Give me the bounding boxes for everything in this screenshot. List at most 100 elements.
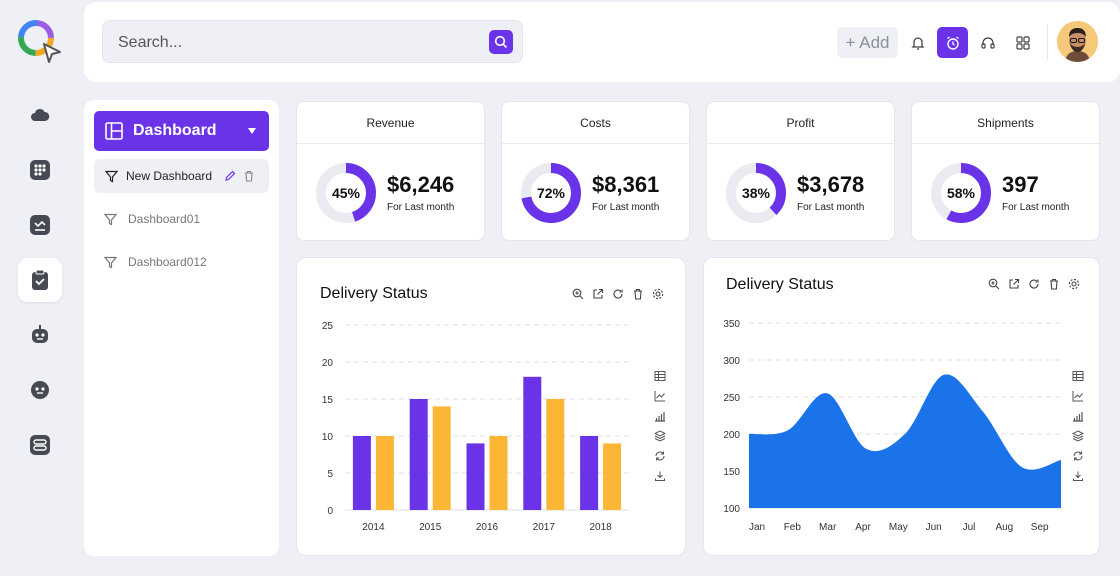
notifications-button[interactable]	[902, 27, 933, 58]
bar	[375, 436, 394, 510]
caret-down-icon	[248, 128, 256, 134]
kpi-card-profit: Profit 38% $3,678 For Last month	[706, 101, 895, 241]
stack-icon[interactable]	[654, 430, 666, 442]
robot-icon	[32, 325, 48, 343]
sidebar-item-dashboard01[interactable]: Dashboard01	[104, 212, 200, 226]
restore-icon[interactable]	[654, 450, 666, 462]
analytics-nav[interactable]	[18, 203, 62, 247]
kpi-donut	[521, 163, 581, 223]
search-bar[interactable]: Search...	[102, 20, 523, 63]
chart-side-toolbar	[654, 370, 666, 482]
kpi-subtitle: For Last month	[1002, 202, 1070, 213]
integrations-nav[interactable]	[18, 423, 62, 467]
refresh-icon[interactable]	[612, 288, 624, 300]
apps-nav[interactable]	[18, 148, 62, 192]
external-link-icon[interactable]	[592, 288, 604, 300]
kpi-donut	[931, 163, 991, 223]
cloud-nav[interactable]	[18, 93, 62, 137]
line-chart-icon[interactable]	[1072, 390, 1084, 402]
kpi-value: 397	[1002, 172, 1039, 197]
headset-icon	[980, 36, 995, 49]
bar	[523, 376, 542, 510]
sidebar-item-new-dashboard[interactable]: New Dashboard	[94, 159, 269, 193]
dashboard-label: Dashboard	[133, 122, 217, 139]
delivery-status-area-card: Delivery Status 100 150 200 250 300 350 Jan Feb…	[703, 257, 1100, 556]
kpi-donut	[726, 163, 786, 223]
kpi-percent: 72%	[536, 185, 566, 201]
alarm-button[interactable]	[937, 27, 968, 58]
kpi-card-revenue: Revenue 45% $6,246 For Last month	[296, 101, 485, 241]
clipboard-check-icon	[32, 269, 48, 290]
bar	[546, 399, 565, 510]
line-chart-icon[interactable]	[654, 390, 666, 402]
bar-chart-icon[interactable]	[654, 410, 666, 422]
bar	[466, 443, 485, 510]
zoom-in-icon[interactable]	[572, 288, 584, 300]
donut-progress	[521, 163, 581, 223]
trash-icon[interactable]	[243, 170, 255, 182]
edit-pencil-icon[interactable]	[224, 170, 236, 182]
refresh-icon[interactable]	[1028, 278, 1040, 290]
bot-nav[interactable]	[18, 313, 62, 357]
tasks-nav[interactable]	[18, 258, 62, 302]
x-tick-label: Aug	[995, 522, 1013, 533]
x-tick-label: 2018	[589, 522, 612, 533]
search-button[interactable]	[489, 30, 513, 54]
stack-icon[interactable]	[1072, 430, 1084, 442]
kpi-card-costs: Costs 72% $8,361 For Last month	[501, 101, 690, 241]
support-button[interactable]	[972, 27, 1003, 58]
search-input[interactable]: Search...	[118, 34, 183, 51]
bar	[489, 436, 508, 510]
download-icon[interactable]	[1072, 470, 1084, 482]
kpi-title: Costs	[502, 102, 689, 144]
kpi-title: Revenue	[297, 102, 484, 144]
sidebar-item-label: Dashboard012	[128, 255, 207, 269]
x-tick-label: Jul	[963, 522, 976, 533]
settings-gear-icon[interactable]	[1068, 278, 1080, 290]
trash-icon[interactable]	[1048, 278, 1060, 290]
restore-icon[interactable]	[1072, 450, 1084, 462]
y-tick-label: 25	[322, 321, 334, 332]
x-tick-label: 2015	[419, 522, 442, 533]
y-tick-label: 5	[327, 469, 333, 480]
bar-chart: 0 5 10 15 20 25 2014 2015 2016 2017 2018	[322, 321, 629, 533]
table-icon[interactable]	[654, 370, 666, 382]
kpi-title: Shipments	[912, 102, 1099, 144]
filter-icon	[105, 170, 118, 182]
kpi-percent: 45%	[331, 185, 361, 201]
bar	[580, 436, 599, 510]
kpi-subtitle: For Last month	[387, 202, 455, 213]
cloud-icon	[31, 108, 50, 121]
layout-icon	[105, 122, 123, 140]
settings-gear-icon[interactable]	[652, 288, 664, 300]
kpi-value: $8,361	[592, 172, 660, 197]
search-icon	[494, 35, 508, 49]
bar	[603, 443, 622, 510]
user-avatar[interactable]	[1057, 21, 1098, 62]
external-link-icon[interactable]	[1008, 278, 1020, 290]
x-tick-label: 2014	[362, 522, 385, 533]
chart-side-toolbar	[1072, 370, 1084, 482]
toggle-flow-icon	[30, 435, 50, 455]
toolbar-divider	[1047, 24, 1048, 60]
x-tick-label: Feb	[784, 522, 802, 533]
area-series	[749, 374, 1061, 508]
dashboard-dropdown-button[interactable]: Dashboard	[94, 111, 269, 151]
donut-progress	[931, 163, 991, 223]
add-button[interactable]: + Add	[837, 27, 898, 58]
trash-icon[interactable]	[632, 288, 644, 300]
kpi-percent: 38%	[741, 185, 771, 201]
apps-button[interactable]	[1007, 27, 1038, 58]
zoom-in-icon[interactable]	[988, 278, 1000, 290]
kpi-card-shipments: Shipments 58% 397 For Last month	[911, 101, 1100, 241]
sidebar-item-dashboard012[interactable]: Dashboard012	[104, 255, 207, 269]
filter-icon	[104, 213, 117, 225]
chat-bot-nav[interactable]	[18, 368, 62, 412]
y-tick-label: 100	[723, 504, 740, 515]
bar-chart-icon[interactable]	[1072, 410, 1084, 422]
x-tick-label: Jun	[926, 522, 942, 533]
download-icon[interactable]	[654, 470, 666, 482]
table-icon[interactable]	[1072, 370, 1084, 382]
card-title: Delivery Status	[726, 276, 834, 293]
app-logo[interactable]	[16, 18, 62, 64]
